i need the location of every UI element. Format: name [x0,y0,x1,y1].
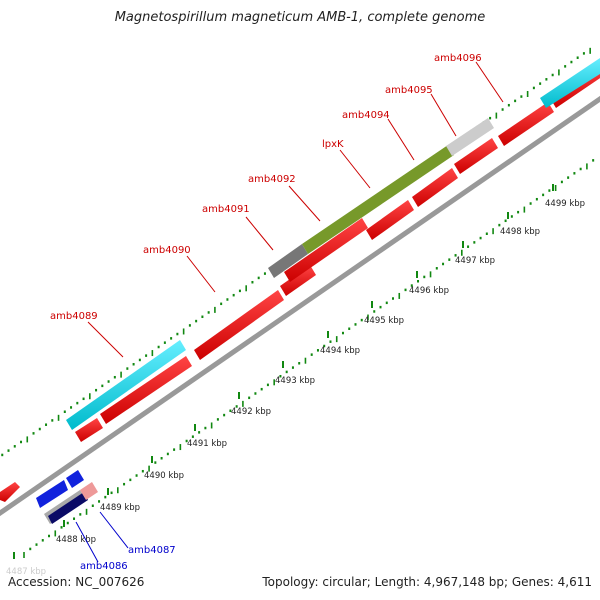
tick-label: 4499 kbp [545,199,585,209]
tick-label: 4498 kbp [500,227,540,237]
gene-arrow[interactable] [48,492,88,524]
gene-arrow[interactable] [80,482,98,500]
gene-label[interactable]: amb4089 [50,311,98,322]
gene-arrow[interactable] [36,480,68,508]
tick-label: 4497 kbp [455,256,495,266]
tick-label: 4494 kbp [320,346,360,356]
tick-label: 4488 kbp [56,535,96,545]
gene-arrow[interactable] [100,356,192,424]
genome-summary: Topology: circular; Length: 4,967,148 bp… [262,575,592,589]
gene-label[interactable]: amb4094 [342,110,390,121]
gene-outline[interactable] [268,244,308,278]
gene-arrow[interactable] [284,218,368,282]
inner-tick-track [23,159,595,558]
gene-labels: amb4089 amb4090 amb4091 amb4092 lpxK amb4094 a… [50,53,482,572]
gene-arrow[interactable] [0,482,20,502]
label-leaders-blue [75,511,129,563]
gene-label[interactable]: amb4092 [248,174,296,185]
tick-label: 4496 kbp [409,286,449,296]
tick-labels: 4487 kbp 4488 kbp 4489 kbp 4490 kbp 4491 kbp… [6,184,585,577]
tick-label: 4495 kbp [364,316,404,326]
tick-label: 4491 kbp [187,439,227,449]
label-leaders [87,61,504,358]
accession-text: Accession: NC_007626 [8,575,145,589]
gene-label[interactable]: amb4091 [202,204,250,215]
gene-label[interactable]: amb4095 [385,85,433,96]
gene-label[interactable]: amb4086 [80,561,128,572]
gene-arrow[interactable] [75,418,103,442]
map-title: Magnetospirillum magneticum AMB-1, compl… [114,10,486,25]
backbone [0,95,600,517]
tick-label: 4489 kbp [100,503,140,513]
gene-arrow[interactable] [66,470,84,488]
tick-label: 4493 kbp [275,376,315,386]
gene-arrow[interactable] [366,200,414,240]
forward-genes [0,58,600,502]
gene-label[interactable]: amb4096 [434,53,482,64]
gene-arrow-rna[interactable] [540,58,600,108]
gene-arrow[interactable] [412,168,458,207]
reverse-genes [36,470,98,524]
gene-arrow[interactable] [454,138,498,174]
gene-outline[interactable] [446,118,494,156]
gene-arrow-rna[interactable] [66,340,186,430]
gene-arrow-olive[interactable] [302,145,454,254]
gene-label[interactable]: lpxK [322,139,344,150]
gene-arrow[interactable] [498,102,554,146]
gene-label[interactable]: amb4087 [128,545,176,556]
tick-label: 4490 kbp [144,471,184,481]
tick-label: 4492 kbp [231,407,271,417]
tick-label: 4487 kbp [6,567,46,577]
gene-label[interactable]: amb4090 [143,245,191,256]
gene-arrow[interactable] [194,290,284,360]
gene-arrow[interactable] [280,265,316,296]
